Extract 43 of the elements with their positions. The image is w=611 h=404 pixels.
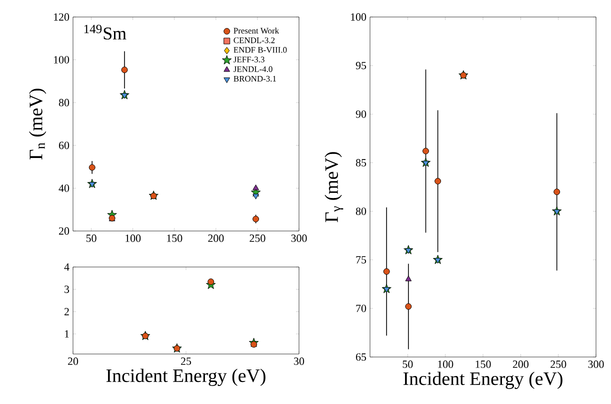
legend-label: ENDF B-VIII.0	[234, 47, 287, 53]
y-tick-label: 2	[64, 308, 69, 316]
y-tick-label: 4	[64, 263, 70, 271]
x-tick-label: 30	[294, 358, 304, 365]
y-tick-label: 75	[356, 256, 366, 264]
x-tick-label: 300	[588, 360, 604, 368]
y-axis-title: Γ$_{γ}$ (meV)	[324, 152, 344, 222]
y-tick-label: 40	[58, 184, 70, 192]
y-tick-label: 60	[58, 142, 70, 150]
x-tick-label: 100	[126, 234, 141, 242]
y-tick-label: 70	[356, 304, 366, 312]
y-tick-label: 85	[356, 159, 366, 166]
x-tick-label: 250	[250, 234, 266, 242]
x-tick-label: 50	[86, 234, 96, 242]
x-tick-label: 200	[512, 360, 528, 368]
legend-label: JEFF-3.3	[234, 56, 264, 62]
y-axis-title: Γ$_{n}$ (meV)	[29, 88, 46, 160]
x-axis-title: Incident Energy (eV)	[403, 372, 562, 389]
legend-label: BROND-3.1	[234, 76, 276, 82]
legend-label: Present Work	[234, 28, 280, 34]
x-tick-label: 100	[438, 360, 454, 368]
x-axis-title: Incident Energy (eV)	[106, 368, 266, 386]
annotation: $^{149}$Sm	[84, 24, 126, 40]
y-tick-label: 100	[351, 13, 366, 21]
y-tick-label: 80	[58, 98, 70, 106]
x-tick-label: 150	[167, 234, 182, 242]
x-tick-label: 200	[208, 234, 224, 242]
y-tick-label: 90	[356, 110, 366, 118]
x-tick-label: 250	[550, 360, 566, 368]
y-tick-label: 120	[54, 13, 70, 21]
y-tick-label: 65	[356, 353, 366, 361]
y-tick-label: 3	[64, 286, 70, 293]
y-tick-label: 80	[356, 208, 366, 215]
y-tick-label: 20	[59, 227, 70, 235]
x-tick-label: 25	[181, 358, 192, 365]
y-tick-label: 100	[54, 56, 70, 64]
y-tick-label: 95	[356, 62, 366, 70]
x-tick-label: 50	[402, 360, 413, 368]
x-tick-label: 300	[291, 234, 307, 242]
y-tick-label: 1	[64, 330, 69, 338]
legend-label: CENDL-3.2	[234, 37, 275, 44]
legend-label: JENDL-4.0	[234, 66, 272, 72]
x-tick-label: 150	[476, 360, 491, 368]
